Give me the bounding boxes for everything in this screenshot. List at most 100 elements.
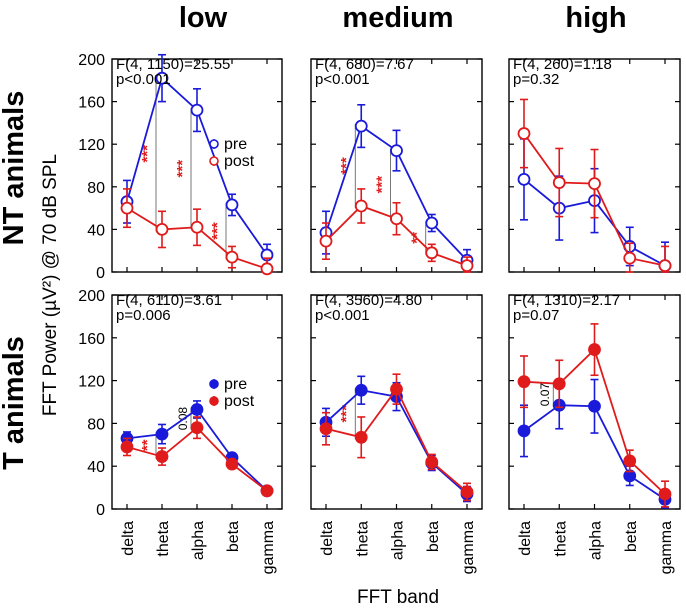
data-point-post [354,430,368,444]
data-point-post [260,484,274,498]
x-tick-label-theta: theta [552,521,569,557]
data-point-post [425,246,439,260]
data-point-post [354,199,368,213]
panel-nt-high: F(4, 260)=1.18p=0.32 [508,56,681,273]
y-tick-label: 120 [78,137,105,154]
data-point-pre [425,216,439,230]
legend-marker-post [209,396,219,406]
stat-f-value: F(4, 6110)=3.61 [116,292,222,309]
stat-p-value: p=0.07 [513,307,559,324]
data-point-pre [588,399,601,413]
data-point-post [155,222,169,236]
y-tick-label: 160 [78,95,105,112]
data-point-post [552,176,566,189]
data-point-post [658,487,672,501]
data-point-post [517,127,531,140]
panel-t-high: delta theta alpha beta gamma 0.07 F(4, 1310)=2… [508,292,681,574]
data-point-pre [190,403,204,416]
legend-label-pre: pre [224,376,247,393]
x-tick-label-alpha: alpha [190,521,207,560]
y-tick-label: 120 [78,374,105,391]
data-point-post [658,259,672,273]
x-tick-label-delta: delta [120,521,137,556]
x-tick-label-beta: beta [623,521,640,552]
stat-p-value: p<0.001 [116,71,171,88]
significance-label: *** [139,145,156,163]
data-point-pre [390,144,403,157]
data-point-post [460,485,474,499]
data-point-pre [517,424,531,438]
x-tick-label-delta: delta [319,521,336,556]
y-tick-label: 200 [78,288,105,305]
stat-f-value: F(4, 3560)=4.80 [315,292,422,309]
x-tick-label-gamma: gamma [260,521,277,574]
x-tick-label-gamma: gamma [658,521,675,574]
data-point-post [425,455,439,469]
significance-label: *** [338,157,355,175]
significance-label: ** [139,439,156,451]
data-point-post [588,177,601,191]
x-tick-label-delta: delta [517,521,534,556]
data-point-pre [354,119,368,133]
data-point-post [319,234,333,248]
stat-f-value: F(4, 680)=7.67 [315,56,414,73]
panel-nt-medium: ********F(4, 680)=7.67p<0.001 [310,56,483,273]
stat-p-value: p<0.001 [315,307,370,324]
significance-label: *** [209,222,226,240]
y-tick-label: 40 [87,459,105,476]
legend-label-post: post [224,153,255,170]
y-tick-label: 80 [87,180,105,197]
x-tick-label-beta: beta [225,521,242,552]
data-point-pre [354,383,368,397]
data-point-post [517,375,531,389]
significance-label: *** [374,176,391,194]
legend-marker-post [209,156,219,166]
data-point-post [225,457,239,471]
data-point-post [623,454,637,468]
data-point-post [390,382,403,396]
x-tick-label-alpha: alpha [588,521,605,560]
data-point-post [155,450,169,463]
x-tick-label-theta: theta [155,521,172,557]
data-point-post [460,259,474,273]
panel-t-low: 0 40 80 120 160 200 delta theta alpha beta gamma **… [78,288,283,574]
data-point-post [588,343,601,356]
stat-f-value: F(4, 260)=1.18 [513,56,612,73]
stat-p-value: p=0.006 [116,307,171,324]
data-point-pre [190,103,204,117]
column-title-medium: medium [342,2,453,34]
legend-marker-pre [209,139,219,149]
x-tick-label-alpha: alpha [390,521,407,560]
y-axis-label: FFT Power (µV²) @ 70 dB SPL [40,154,61,416]
data-point-post [120,201,134,215]
column-title-low: low [179,2,228,34]
data-point-post [390,212,403,226]
row-title-nt-animals: NT animals [0,91,30,246]
data-point-post [190,421,204,435]
stat-p-value: p<0.001 [315,71,370,88]
y-tick-label: 160 [78,331,105,348]
x-axis-label: FFT band [357,587,439,608]
y-tick-label: 0 [96,265,105,282]
data-point-post [190,220,204,234]
data-point-pre [155,427,169,441]
x-tick-label-gamma: gamma [460,521,477,574]
data-point-pre [517,172,531,186]
data-point-post [260,262,274,276]
column-title-high: high [565,2,626,34]
data-point-pre [225,198,239,212]
data-point-post [552,377,566,391]
stat-p-value: p=0.32 [513,71,559,88]
stat-f-value: F(4, 1310)=2.17 [513,292,620,309]
stat-f-value: F(4, 1150)=25.55 [116,56,230,73]
y-tick-label: 40 [87,222,105,239]
y-tick-label: 80 [87,416,105,433]
data-point-post [120,440,134,454]
significance-label: *** [338,405,355,423]
significance-label: 0.07 [538,383,552,407]
data-point-pre [155,71,169,85]
x-tick-label-beta: beta [425,521,442,552]
